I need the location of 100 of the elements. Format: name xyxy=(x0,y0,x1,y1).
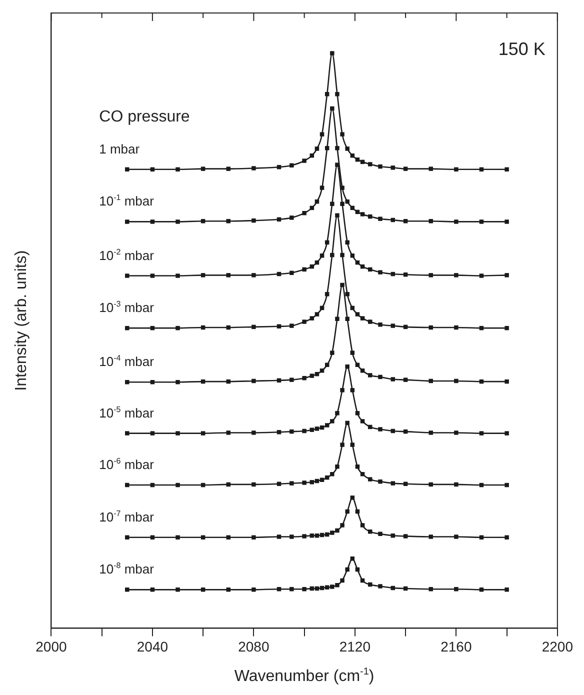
point xyxy=(454,586,458,592)
point xyxy=(504,326,509,330)
point xyxy=(390,324,396,328)
point xyxy=(345,292,350,296)
point xyxy=(200,166,206,171)
point xyxy=(335,316,340,321)
point xyxy=(345,420,350,426)
point xyxy=(378,164,382,169)
point xyxy=(479,535,484,540)
point xyxy=(290,586,294,592)
point xyxy=(176,431,180,436)
point xyxy=(335,582,340,588)
point xyxy=(368,162,372,166)
point xyxy=(390,534,396,538)
point xyxy=(200,273,206,278)
point xyxy=(428,273,433,278)
point xyxy=(390,377,396,382)
point xyxy=(252,378,256,384)
point xyxy=(290,324,294,328)
point xyxy=(378,216,382,221)
point xyxy=(378,322,382,327)
point xyxy=(330,584,334,589)
point xyxy=(150,274,155,278)
point xyxy=(454,325,458,330)
point xyxy=(335,464,340,469)
point xyxy=(226,430,230,435)
point xyxy=(403,166,408,171)
point xyxy=(504,379,509,384)
point xyxy=(504,482,509,488)
point xyxy=(345,509,350,514)
point xyxy=(454,378,458,384)
x-tick-label: 2080 xyxy=(238,638,270,654)
point xyxy=(368,373,372,378)
point xyxy=(390,481,396,486)
point xyxy=(290,534,294,539)
point xyxy=(350,388,355,392)
point xyxy=(504,273,509,278)
point xyxy=(350,254,355,258)
point xyxy=(290,163,294,168)
point xyxy=(403,219,408,224)
point xyxy=(314,426,320,431)
point xyxy=(378,479,382,484)
point xyxy=(360,419,365,424)
point xyxy=(276,430,282,434)
point xyxy=(504,167,509,172)
point xyxy=(125,535,130,540)
point xyxy=(320,186,324,190)
point xyxy=(454,167,458,172)
point xyxy=(335,92,340,96)
point xyxy=(276,324,282,328)
point xyxy=(252,482,256,487)
point xyxy=(226,166,230,171)
point xyxy=(335,213,340,218)
point xyxy=(176,535,180,540)
point xyxy=(252,588,256,592)
point xyxy=(324,423,330,428)
point xyxy=(330,419,334,424)
x-tick-label: 2160 xyxy=(440,638,472,654)
point xyxy=(252,273,256,278)
point xyxy=(252,430,256,435)
point xyxy=(345,364,350,369)
point xyxy=(302,428,306,434)
point xyxy=(226,219,230,224)
point xyxy=(355,312,360,316)
point xyxy=(335,528,340,533)
point xyxy=(200,219,206,224)
point xyxy=(428,325,433,330)
legend-title: CO pressure xyxy=(99,108,190,126)
point xyxy=(350,496,355,500)
point xyxy=(302,158,306,163)
point xyxy=(340,186,344,190)
point xyxy=(390,166,396,170)
point xyxy=(200,535,206,540)
point xyxy=(504,431,509,436)
x-tick-label: 2200 xyxy=(542,638,574,654)
point xyxy=(504,220,509,224)
x-tick-label: 2000 xyxy=(36,638,67,654)
point xyxy=(150,431,155,436)
point xyxy=(290,378,294,382)
point xyxy=(314,312,320,316)
point xyxy=(340,282,344,288)
point xyxy=(378,584,382,588)
point xyxy=(330,530,334,535)
point xyxy=(378,270,382,274)
point xyxy=(226,588,230,592)
point xyxy=(345,240,350,245)
point xyxy=(368,320,372,324)
point xyxy=(150,588,155,592)
point xyxy=(504,588,509,592)
point xyxy=(368,477,372,482)
point xyxy=(428,482,433,487)
point xyxy=(428,219,433,224)
point xyxy=(350,556,355,561)
point xyxy=(314,146,320,151)
point xyxy=(176,274,180,278)
point xyxy=(125,588,130,592)
point xyxy=(355,411,360,416)
point xyxy=(403,534,408,538)
point xyxy=(320,132,324,136)
point xyxy=(125,167,130,172)
